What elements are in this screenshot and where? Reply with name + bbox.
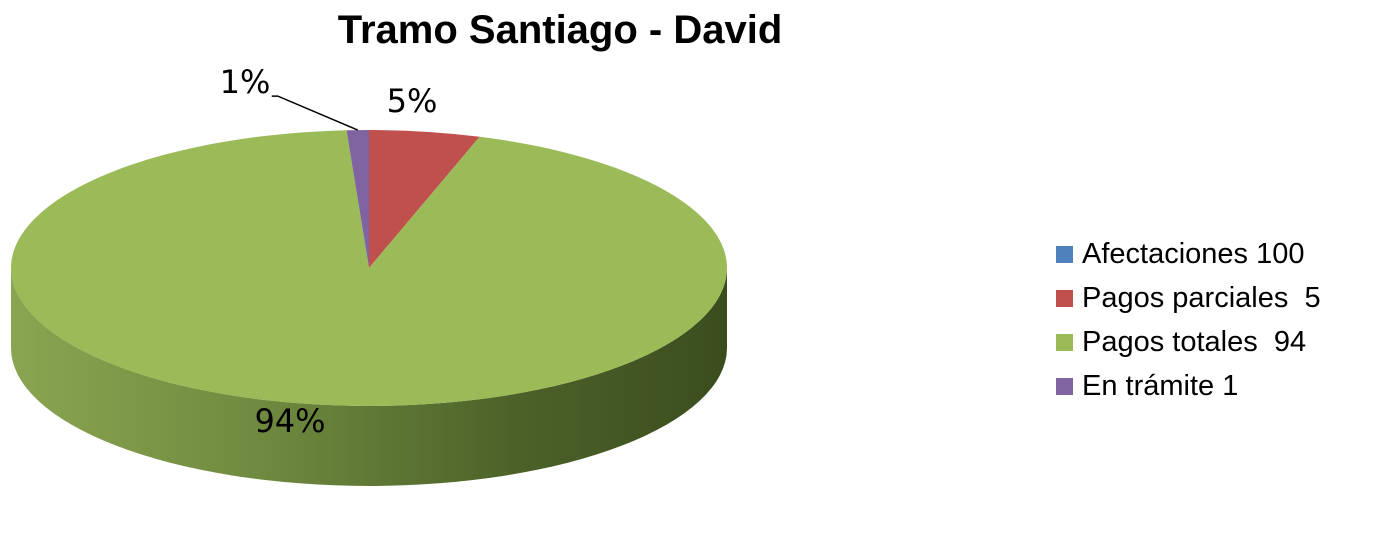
legend-swatch [1056, 289, 1073, 307]
legend-swatch [1056, 245, 1073, 263]
legend-label: En trámite 1 [1082, 369, 1239, 402]
legend-swatch [1056, 377, 1073, 395]
pie-slice-3 [346, 130, 369, 268]
legend-swatch [1056, 333, 1073, 351]
legend-item: Pagos totales 94 [1056, 320, 1321, 364]
chart-title: Tramo Santiago - David [337, 8, 783, 52]
legend: Afectaciones 100 Pagos parciales 5 Pagos t… [1056, 232, 1321, 408]
data-label-2: 94% [254, 402, 325, 440]
legend-label: Afectaciones 100 [1082, 237, 1305, 270]
pie-side-2 [11, 268, 727, 486]
legend-item: Afectaciones 100 [1056, 232, 1321, 276]
legend-item: En trámite 1 [1056, 364, 1321, 408]
leader-line [271, 95, 359, 131]
legend-label: Pagos parciales 5 [1082, 281, 1321, 314]
pie-slice-1 [369, 130, 480, 268]
legend-item: Pagos parciales 5 [1056, 276, 1321, 320]
pie-slice-2 [11, 130, 727, 406]
data-label-3: 1% [220, 63, 271, 101]
legend-label: Pagos totales 94 [1082, 325, 1307, 358]
data-label-1: 5% [387, 82, 438, 120]
